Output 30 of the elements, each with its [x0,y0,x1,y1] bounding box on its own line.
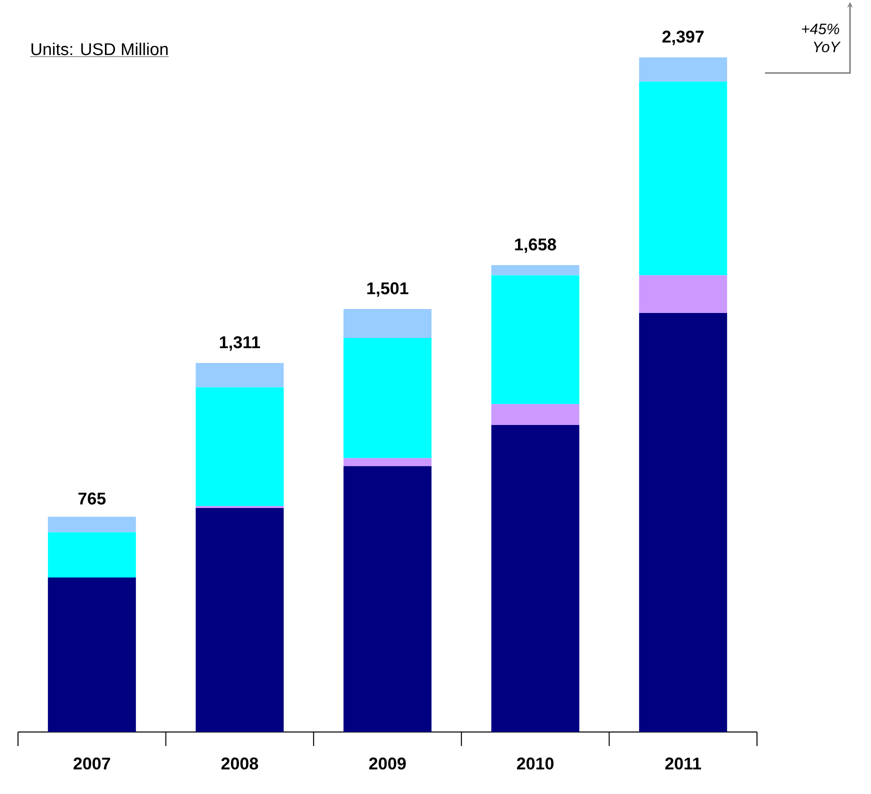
bar [196,387,284,506]
bar [344,466,432,732]
x-tick-label: 2008 [221,758,258,770]
bar [48,577,136,732]
bar [491,404,580,426]
x-tick-label: 2011 [665,758,702,770]
bar [196,508,284,732]
bar [344,338,432,458]
bar [491,425,580,732]
bar [639,275,728,314]
bar [491,275,580,404]
x-tick-label: 2007 [74,758,110,770]
annotation: 2,397 [662,30,704,46]
annotation: 1,658 [515,238,556,253]
bar [344,308,432,338]
bar [48,532,136,578]
bar [344,458,432,466]
bar [639,82,728,276]
bar [48,516,136,532]
text: Units: USD Million [32,42,168,56]
x-tick-label: 2009 [369,758,406,770]
annotation: 765 [78,492,106,505]
bar [639,313,728,732]
text: +45% YoY [802,24,841,52]
annotation: 1,311 [220,336,260,351]
bar [196,362,284,388]
bar [639,57,728,82]
annotation: 1,501 [367,282,408,297]
x-tick-label: 2010 [516,758,554,770]
bar [491,265,580,276]
